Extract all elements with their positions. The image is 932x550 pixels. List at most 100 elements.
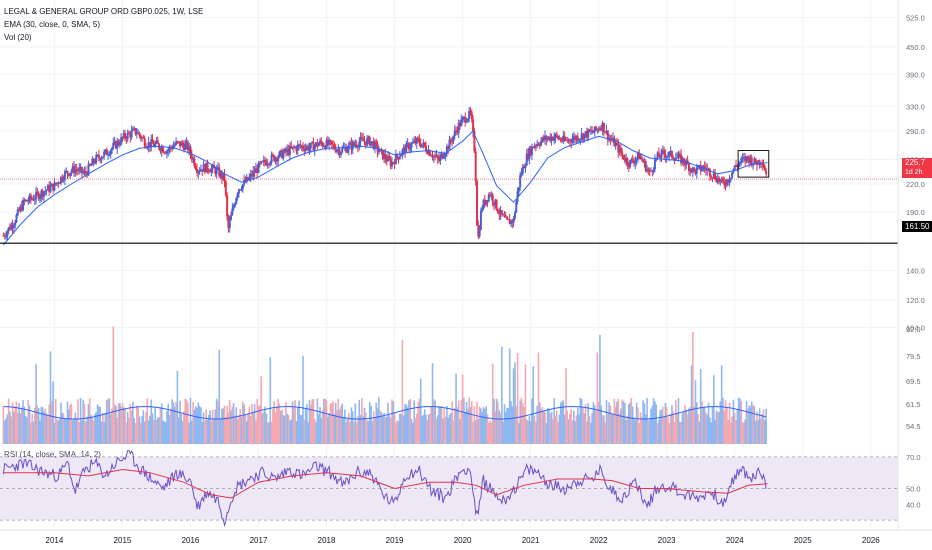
candle-body	[443, 156, 446, 159]
volume-bar	[523, 406, 525, 444]
volume-bar	[170, 408, 172, 444]
time-axis[interactable]: 2014 2015 2016 2017 2018 2019 2020 2021 2022 2023…	[0, 529, 932, 545]
candle-body	[541, 137, 544, 141]
candle-body	[274, 157, 277, 162]
volume-bar	[612, 414, 614, 444]
candle-body	[375, 141, 378, 144]
volume-bar	[452, 420, 455, 444]
candle-body	[473, 131, 476, 152]
candle-body	[468, 110, 471, 119]
candle-body	[107, 154, 110, 156]
volume-bar	[588, 415, 591, 444]
candle-body	[457, 122, 460, 133]
price-axis[interactable]: 525.0450.0390.0330.0290.0250.0220.0190.0…	[897, 0, 925, 530]
volume-bar	[308, 400, 311, 444]
candle-body	[574, 136, 577, 140]
volume-bar	[682, 411, 685, 444]
time-tick-label: 2025	[794, 536, 812, 545]
volume-bar	[468, 397, 470, 444]
volume-bar	[119, 403, 121, 444]
candle-body	[428, 150, 431, 156]
candle-body	[718, 177, 721, 182]
candle-body	[70, 171, 73, 174]
volume-bar	[315, 422, 317, 444]
candle-body	[376, 143, 379, 152]
candle-body	[699, 165, 702, 171]
candle-body	[572, 136, 575, 140]
volume-bar	[40, 406, 43, 444]
candle-body	[273, 155, 276, 162]
volume-bar	[363, 407, 366, 444]
volume-bar	[481, 412, 484, 444]
candle-body	[249, 173, 252, 178]
volume-bar	[252, 412, 255, 444]
volume-bar	[456, 407, 459, 444]
volume-bar	[164, 421, 167, 444]
volume-bar	[107, 398, 109, 444]
volume-bar	[482, 407, 485, 444]
ema-legend[interactable]: EMA (30, close, 0, SMA, 5)	[4, 20, 101, 29]
volume-bar	[200, 407, 202, 444]
volume-bar	[404, 403, 406, 444]
volume-bar	[712, 375, 715, 444]
candle-body	[372, 141, 375, 149]
candle-body	[227, 216, 230, 229]
volume-bar	[574, 421, 576, 444]
volume-bar	[77, 399, 79, 444]
candle-body	[33, 199, 36, 201]
candle-body	[42, 191, 45, 197]
candle-body	[622, 154, 625, 160]
volume-bar	[328, 412, 330, 444]
candle-body	[521, 166, 524, 174]
volume-bar	[56, 419, 58, 444]
volume-bar	[620, 408, 622, 444]
candle-body	[657, 152, 660, 158]
candle-body	[277, 157, 280, 162]
candle-body	[515, 201, 518, 213]
candle-body	[765, 170, 768, 175]
volume-bar	[167, 403, 170, 444]
candle-body	[216, 167, 219, 169]
volume-bar	[408, 400, 410, 444]
volume-bar	[689, 406, 692, 444]
candle-body	[714, 173, 717, 180]
candle-body	[377, 151, 380, 153]
volume-bar	[422, 414, 425, 444]
volume-bar	[304, 408, 307, 444]
volume-bar	[676, 413, 678, 444]
rsi-legend[interactable]: RSI (14, close, SMA, 14, 2)	[4, 450, 101, 459]
volume-bar	[139, 422, 142, 444]
candle-body	[58, 183, 61, 185]
volume-bar	[116, 417, 119, 444]
symbol-title[interactable]: LEGAL & GENERAL GROUP ORD GBP0.025, 1W, …	[4, 7, 204, 16]
volume-bar	[673, 421, 676, 444]
volume-bar	[340, 406, 342, 444]
candle-body	[478, 229, 481, 237]
volume-bar	[79, 397, 82, 444]
candle-body	[567, 139, 570, 141]
candle-body	[587, 129, 590, 138]
candle-body	[759, 163, 762, 165]
volume-bar	[32, 421, 35, 444]
volume-bar	[287, 414, 290, 444]
candle-body	[460, 119, 463, 127]
volume-bar	[364, 412, 367, 444]
candle-body	[49, 186, 52, 192]
candle-body	[695, 167, 698, 174]
candle-body	[517, 187, 520, 192]
candle-body	[479, 210, 482, 230]
volume-legend[interactable]: Vol (20)	[4, 33, 32, 42]
volume-bar	[23, 406, 26, 444]
candle-body	[629, 160, 632, 168]
volume-bar	[661, 406, 664, 444]
candle-body	[568, 139, 571, 142]
volume-bar	[737, 397, 740, 444]
candle-body	[689, 168, 692, 172]
rsi-tick-label: 70.0	[906, 453, 921, 462]
volume-bar	[132, 401, 134, 444]
candle-body	[559, 138, 562, 141]
volume-bar	[535, 421, 537, 444]
volume-bar	[162, 420, 164, 444]
candle-body	[486, 200, 489, 202]
